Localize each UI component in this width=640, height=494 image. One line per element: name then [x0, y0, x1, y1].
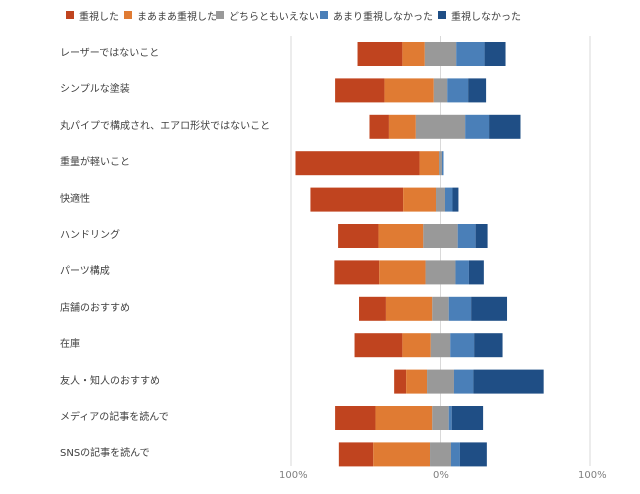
- bar-segment-9-2: [427, 369, 454, 394]
- category-label-2: 丸パイプで構成され、エアロ形状ではないこと: [60, 120, 271, 132]
- bar-segment-5-2: [423, 224, 458, 248]
- bar-segment-6-4: [468, 260, 484, 285]
- category-label-0: レーザーではないこと: [60, 48, 160, 59]
- x-tick-label-center: 0%: [433, 470, 449, 481]
- bar-segment-8-3: [450, 333, 475, 358]
- bar-segment-10-3: [448, 406, 452, 430]
- bar-segment-1-0: [335, 78, 385, 103]
- bar-segment-9-3: [453, 369, 474, 394]
- bar-segment-9-0: [394, 369, 407, 394]
- legend-item-4: 重視しなかった: [438, 6, 521, 24]
- category-label-5: ハンドリング: [60, 230, 120, 241]
- legend-swatch-4: [438, 11, 446, 19]
- bar-segment-7-0: [359, 296, 386, 321]
- bar-segment-8-1: [402, 333, 431, 358]
- bar-segment-2-1: [388, 114, 416, 139]
- bar-segment-5-1: [378, 224, 424, 248]
- x-tick-label-right: 100%: [578, 470, 607, 481]
- bar-segment-1-1: [384, 78, 434, 103]
- bar-segment-2-3: [465, 114, 490, 139]
- bar-segment-4-3: [444, 187, 453, 212]
- bar-segment-0-2: [424, 42, 457, 66]
- bar-segment-5-3: [457, 224, 476, 248]
- category-label-10: メディアの記事を読んで: [60, 412, 169, 423]
- legend-swatch-0: [66, 11, 74, 19]
- legend-item-1: まあまあ重視した: [124, 6, 217, 24]
- legend-item-2: どちらともいえない: [216, 6, 319, 24]
- bar-segment-10-2: [432, 406, 449, 430]
- chart-legend: 重視した まあまあ重視した どちらともいえない あまり重視しなかった 重視しなか…: [0, 6, 640, 24]
- bar-segment-4-0: [310, 187, 404, 212]
- bar-segment-4-2: [436, 187, 445, 212]
- bar-segment-10-4: [451, 406, 484, 430]
- bar-segment-11-4: [459, 442, 487, 467]
- category-label-8: 在庫: [60, 339, 80, 351]
- bar-segment-3-2: [439, 151, 442, 176]
- bar-segment-11-2: [430, 442, 451, 467]
- bar-segment-5-4: [475, 224, 488, 248]
- bar-segment-9-1: [406, 369, 428, 394]
- bar-segment-3-0: [295, 151, 420, 176]
- category-label-4: 快適性: [60, 193, 90, 205]
- bar-segment-11-0: [338, 442, 374, 467]
- category-label-7: 店舗のおすすめ: [60, 302, 130, 314]
- bar-segment-1-3: [447, 78, 469, 103]
- bar-segment-10-0: [335, 406, 376, 430]
- bar-segment-5-0: [338, 224, 379, 248]
- bar-segment-3-3: [442, 151, 444, 176]
- bar-segment-2-2: [415, 114, 466, 139]
- bar-segment-6-2: [425, 260, 456, 285]
- legend-label-0: 重視した: [79, 11, 119, 23]
- bar-segment-6-3: [455, 260, 469, 285]
- legend-label-1: まあまあ重視した: [137, 11, 217, 23]
- bar-segment-11-1: [373, 442, 431, 467]
- category-label-11: SNSの記事を読んで: [60, 448, 150, 460]
- x-tick-label-left: 100%: [279, 470, 308, 481]
- bar-segment-2-4: [489, 114, 521, 139]
- bar-segment-0-0: [357, 42, 403, 66]
- bar-segment-7-1: [385, 296, 433, 321]
- legend-label-3: あまり重視しなかった: [333, 11, 433, 23]
- bar-segment-7-3: [448, 296, 472, 321]
- bar-segment-10-1: [375, 406, 433, 430]
- bar-segment-11-3: [450, 442, 460, 467]
- bar-segment-1-2: [433, 78, 448, 103]
- bar-segment-6-1: [379, 260, 426, 285]
- legend-item-3: あまり重視しなかった: [320, 6, 433, 24]
- legend-item-0: 重視した: [66, 6, 119, 24]
- legend-swatch-3: [320, 11, 328, 19]
- bar-segment-0-1: [402, 42, 425, 66]
- bar-segment-0-3: [456, 42, 485, 66]
- bar-segment-7-2: [432, 296, 449, 321]
- legend-swatch-2: [216, 11, 224, 19]
- category-label-3: 重量が軽いこと: [60, 157, 130, 169]
- bar-segment-6-0: [334, 260, 380, 285]
- bar-segment-8-2: [430, 333, 451, 358]
- legend-label-4: 重視しなかった: [451, 11, 521, 23]
- bar-segment-8-0: [354, 333, 403, 358]
- bar-segment-9-4: [473, 369, 544, 394]
- category-label-1: シンプルな塗装: [60, 84, 130, 96]
- bar-segment-1-4: [468, 78, 487, 103]
- bar-segment-7-4: [471, 296, 508, 321]
- bar-segment-8-4: [474, 333, 503, 358]
- category-label-6: パーツ構成: [60, 266, 110, 278]
- bar-segment-4-1: [403, 187, 437, 212]
- legend-swatch-1: [124, 11, 132, 19]
- bar-segment-3-1: [419, 151, 440, 176]
- bar-segment-4-4: [452, 187, 459, 212]
- bar-segment-2-0: [369, 114, 389, 139]
- legend-label-2: どちらともいえない: [229, 11, 319, 23]
- category-label-9: 友人・知人のおすすめ: [60, 375, 160, 387]
- bar-segment-0-4: [484, 42, 506, 66]
